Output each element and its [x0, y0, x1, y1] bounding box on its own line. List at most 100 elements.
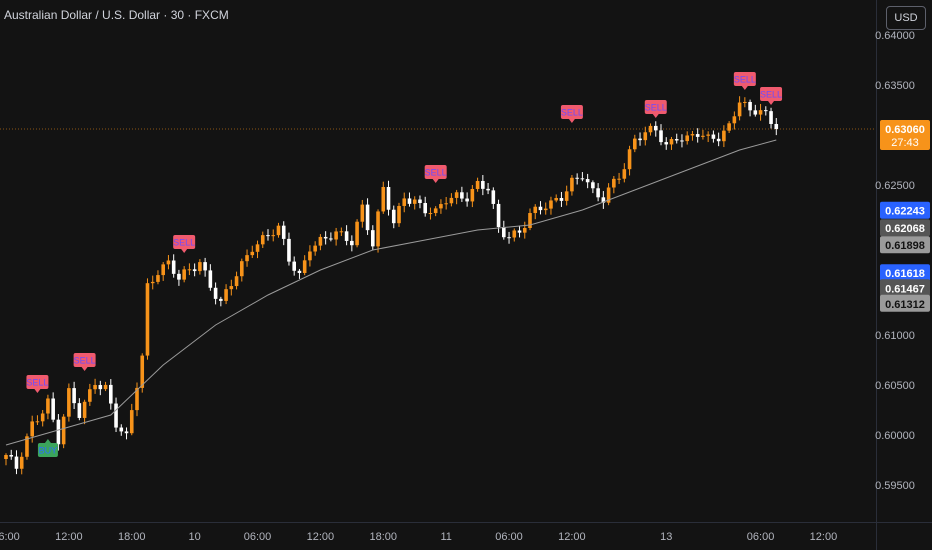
candle-body [334, 231, 338, 240]
time-tick-label: 06:00 [244, 531, 272, 543]
candle-body [701, 135, 705, 137]
candle-body [234, 276, 239, 287]
candle-body [271, 235, 276, 237]
candle-body [339, 231, 344, 233]
signal-text: SELL [173, 238, 195, 248]
candle-body [439, 204, 443, 209]
candle-body [554, 198, 558, 201]
candle-body [748, 101, 752, 111]
candle-body [166, 260, 171, 265]
axis-price-label-text: 0.62068 [885, 223, 925, 235]
candle-body [549, 200, 553, 209]
candle-body [743, 101, 747, 103]
price-tick-label: 0.60500 [875, 380, 915, 392]
candle-body [538, 206, 543, 211]
axis-price-label [880, 294, 930, 312]
price-tick-label: 0.64000 [875, 30, 915, 42]
candle-body [680, 140, 684, 142]
candle-body [129, 410, 134, 434]
candle-body [381, 186, 386, 212]
axis-price-label [880, 279, 930, 297]
candle-body [444, 203, 448, 205]
candle-body [171, 260, 176, 274]
candle-body [297, 270, 302, 273]
candle-body [423, 202, 427, 214]
candle-body [245, 255, 249, 262]
time-tick-label: 12:00 [55, 531, 83, 543]
candle-body [732, 116, 737, 124]
plot-area: SELL SELL BUY SELL SELL SELL SELL SELL SELL [0, 72, 876, 475]
candle-body [580, 178, 585, 180]
candle-body [612, 178, 616, 188]
candle-body [82, 401, 87, 418]
candle-body [617, 178, 621, 180]
candle-body [150, 281, 155, 284]
candle-body [192, 269, 197, 272]
axis-price-label-text: 0.61312 [885, 299, 925, 311]
candle-body [344, 231, 349, 241]
candle-body [669, 139, 674, 145]
time-tick-label: 12:00 [558, 531, 586, 543]
candle-body [281, 225, 286, 239]
candle-body [260, 235, 265, 245]
candle-body [543, 208, 548, 211]
candle-body [391, 209, 396, 224]
axis-price-label [880, 219, 930, 237]
candle-body [360, 204, 365, 222]
candle-body [606, 187, 611, 203]
candle-body [496, 203, 501, 228]
candle-body [570, 177, 574, 192]
signal-text: SELL [734, 75, 756, 85]
axis-price-label-text: 0.62243 [885, 206, 925, 218]
candle-body [119, 427, 124, 432]
candle-body [135, 387, 139, 411]
candle-body [653, 125, 658, 131]
candle-body [203, 262, 207, 271]
candle-body [753, 110, 758, 115]
axis-price-label-text: 0.61467 [885, 283, 925, 295]
signal-text: SELL [645, 103, 667, 113]
candle-body [418, 199, 422, 203]
candle-body [208, 270, 213, 288]
candle-body [412, 199, 417, 204]
candle-body [198, 262, 202, 272]
candle-body [591, 182, 595, 189]
candle-body [774, 123, 779, 129]
candle-body [407, 198, 412, 204]
countdown-label-text: 27:43 [891, 137, 919, 149]
time-tick-label: 12:00 [810, 531, 838, 543]
candle-body [350, 240, 354, 246]
time-tick-label: 06:00 [495, 531, 523, 543]
candle-body [93, 385, 97, 390]
chart-title: Australian Dollar / U.S. Dollar · 30 · F… [4, 8, 229, 22]
candle-body [685, 135, 689, 142]
time-tick-label: 18:00 [118, 531, 146, 543]
candle-body [648, 125, 653, 133]
candle-body [88, 389, 92, 402]
currency-button[interactable]: USD [886, 6, 926, 30]
sell-signal-label [173, 235, 196, 249]
candle-body [491, 190, 496, 204]
candle-body [145, 283, 150, 356]
candle-body [25, 436, 29, 457]
buy-signal-label [37, 443, 58, 457]
candle-body [758, 110, 763, 115]
candle-body [67, 388, 71, 417]
candle-body [575, 177, 579, 179]
candle-body [313, 245, 317, 252]
axis-price-label [880, 236, 930, 254]
candle-body [559, 198, 564, 201]
buy-signal-pointer [44, 439, 51, 443]
candle-body [627, 149, 632, 170]
candle-body [365, 204, 370, 231]
candle-body [428, 213, 433, 215]
sell-signal-pointer [432, 179, 439, 183]
candle-body [371, 230, 375, 247]
candle-body [522, 228, 527, 233]
sell-signal-pointer [34, 389, 41, 393]
candle-body [109, 384, 113, 404]
candle-body [711, 134, 716, 139]
candle-body [250, 251, 255, 256]
sell-signal-label [760, 87, 783, 101]
